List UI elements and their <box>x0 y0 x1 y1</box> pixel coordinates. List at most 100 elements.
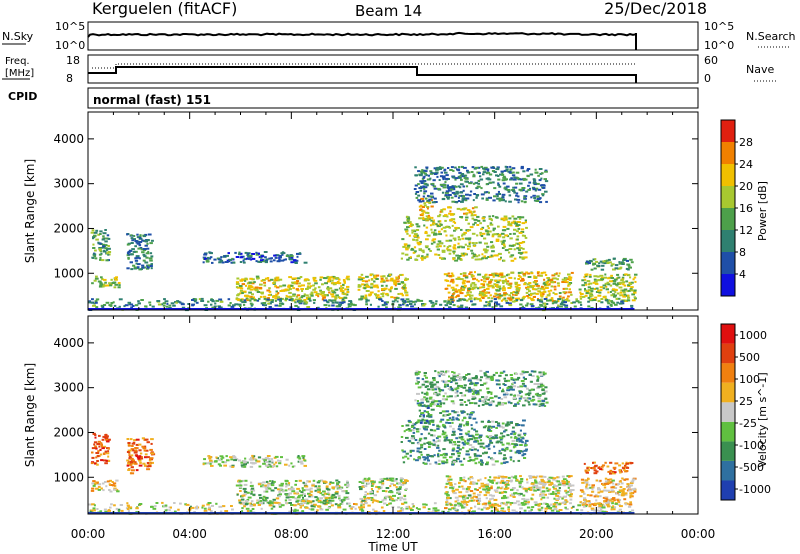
power-cell <box>429 250 432 252</box>
power-cell <box>147 250 150 253</box>
power-cell <box>572 301 576 304</box>
power-cell <box>504 165 507 168</box>
power-cell <box>514 222 518 225</box>
power-cell <box>236 277 240 280</box>
power-cell <box>439 175 443 178</box>
velocity-cell <box>541 496 546 499</box>
power-cell <box>416 236 420 239</box>
velocity-cell <box>449 497 452 500</box>
velocity-cell <box>511 388 515 391</box>
power-cell <box>92 236 96 239</box>
velocity-cell <box>544 386 548 389</box>
power-cell <box>300 288 304 290</box>
velocity-cell <box>285 496 290 499</box>
velocity-cell <box>101 438 105 441</box>
velocity-cell <box>472 492 476 495</box>
velocity-cell <box>502 370 506 373</box>
velocity-cell <box>270 489 275 492</box>
power-cell <box>312 288 316 291</box>
power-cell <box>414 300 418 303</box>
velocity-cell <box>474 382 479 385</box>
velocity-cell <box>98 434 101 437</box>
power-cell <box>520 228 525 231</box>
velocity-cell <box>317 491 321 494</box>
velocity-cell <box>483 382 487 385</box>
power-cell <box>243 279 247 282</box>
velocity-cell <box>392 494 396 497</box>
power-cell <box>622 261 625 264</box>
velocity-cell <box>316 497 319 500</box>
velocity-cell <box>265 457 269 460</box>
power-cell <box>110 302 114 304</box>
power-cell <box>585 260 590 263</box>
power-cell <box>361 283 365 286</box>
power-cell <box>361 280 365 282</box>
power-cell <box>180 303 185 306</box>
power-cell <box>566 297 569 300</box>
power-cell <box>539 303 543 306</box>
power-cell <box>606 281 609 284</box>
power-cell <box>499 305 504 308</box>
velocity-cell <box>524 393 528 396</box>
power-cell <box>93 231 98 234</box>
power-cell <box>563 301 567 304</box>
power-cell <box>142 239 147 242</box>
power-cell <box>187 303 190 305</box>
velocity-cell <box>478 454 482 457</box>
power-cell <box>456 299 460 302</box>
power-cell <box>268 287 271 290</box>
velocity-cell <box>465 497 469 500</box>
velocity-cell <box>370 492 374 495</box>
power-cell <box>235 256 240 258</box>
power-cell <box>553 288 557 291</box>
power-cell <box>630 304 634 307</box>
power-cell <box>594 288 596 290</box>
velocity-cell <box>452 459 457 462</box>
velocity-cell <box>395 486 398 489</box>
velocity-cell <box>310 495 314 498</box>
velocity-cell <box>485 487 489 490</box>
power-cell <box>290 255 294 258</box>
power-cell <box>142 235 147 238</box>
power-cell <box>488 181 493 184</box>
power-cell <box>480 283 483 286</box>
power-cell <box>291 277 296 280</box>
power-cell <box>138 257 141 260</box>
power-cell <box>623 293 627 296</box>
power-cell <box>449 280 454 283</box>
power-cell <box>273 281 277 284</box>
power-cell <box>515 224 519 227</box>
power-cell <box>583 281 587 284</box>
velocity-cell <box>91 456 95 459</box>
power-cell <box>603 276 608 279</box>
power-cell <box>285 294 288 297</box>
velocity-cell <box>495 371 498 374</box>
velocity-cell <box>371 498 375 501</box>
velocity-cell <box>260 485 264 488</box>
velocity-cell <box>402 450 406 453</box>
power-cell <box>526 288 530 291</box>
power-cell <box>446 215 449 218</box>
velocity-cell <box>410 429 415 432</box>
power-cell <box>421 258 424 261</box>
power-cell <box>279 290 283 292</box>
velocity-cell <box>223 461 227 464</box>
power-cell <box>334 282 339 284</box>
power-cell <box>472 255 476 258</box>
velocity-cell <box>251 454 254 457</box>
power-cell <box>487 227 490 230</box>
velocity-cell <box>472 391 475 394</box>
power-cell <box>471 256 474 259</box>
power-cell <box>380 275 383 278</box>
power-cell <box>567 283 572 286</box>
velocity-cell <box>488 500 491 503</box>
power-cell <box>584 273 589 276</box>
power-cell <box>341 298 345 301</box>
velocity-cell <box>482 426 487 429</box>
velocity-cell <box>449 395 453 398</box>
power-cell <box>557 274 560 277</box>
velocity-cell <box>446 414 450 416</box>
power-cell <box>462 279 467 282</box>
power-cell <box>397 306 401 309</box>
velocity-cell <box>250 490 253 493</box>
